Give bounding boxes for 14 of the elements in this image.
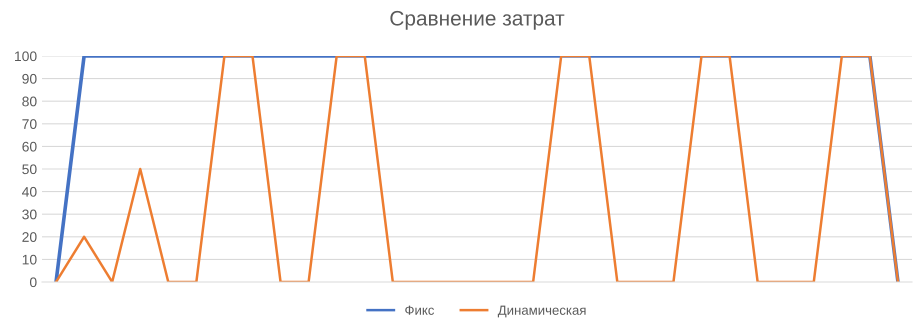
y-tick-label: 20 (22, 232, 37, 242)
y-tick-label: 100 (15, 51, 37, 62)
y-tick-label: 70 (22, 119, 37, 129)
y-tick-label: 40 (22, 186, 37, 197)
y-tick-label: 90 (22, 74, 37, 84)
y-tick-label: 80 (22, 96, 37, 106)
legend-label: Фикс (405, 306, 434, 315)
y-tick-label: 50 (22, 164, 37, 174)
chart-title: Сравнение затрат (390, 10, 564, 30)
legend-label: Динамическая (498, 306, 586, 318)
y-tick-label: 0 (30, 277, 37, 288)
y-tick-label: 10 (22, 254, 37, 265)
y-tick-label: 60 (22, 142, 37, 152)
y-tick-label: 30 (22, 210, 37, 220)
